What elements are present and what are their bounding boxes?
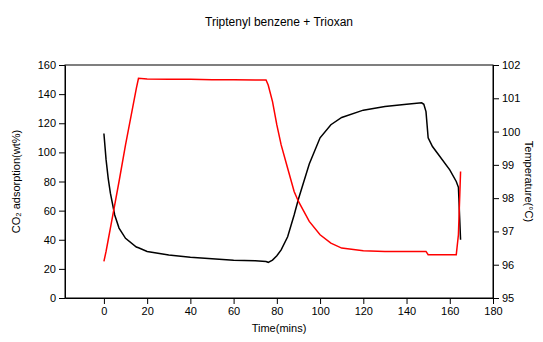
y2-tick-mark <box>493 132 499 133</box>
y2-tick: 102 <box>493 59 520 71</box>
y-tick-mark <box>59 269 65 270</box>
y2-tick: 99 <box>493 159 514 171</box>
x-tick-mark <box>407 298 408 304</box>
x-axis-line <box>66 298 494 299</box>
x-tick-label: 60 <box>228 305 240 317</box>
x-tick: 40 <box>185 298 197 317</box>
y2-tick-label: 95 <box>502 292 514 304</box>
y2-tick-mark <box>493 165 499 166</box>
y-tick: 60 <box>44 205 65 217</box>
y-tick: 100 <box>38 146 65 158</box>
x-tick: 160 <box>441 298 459 317</box>
x-tick-label: 80 <box>271 305 283 317</box>
y2-tick-label: 99 <box>502 159 514 171</box>
y-tick-mark <box>59 94 65 95</box>
y-tick-mark <box>59 240 65 241</box>
y-tick-label: 80 <box>44 176 56 188</box>
y2-tick: 101 <box>493 92 520 104</box>
x-tick: 80 <box>271 298 283 317</box>
y-axis-line <box>65 66 66 299</box>
x-tick: 60 <box>228 298 240 317</box>
y2-tick-label: 101 <box>502 92 520 104</box>
x-tick-mark <box>147 298 148 304</box>
x-tick: 140 <box>398 298 416 317</box>
y2-tick-mark <box>493 298 499 299</box>
y-tick-label: 20 <box>44 263 56 275</box>
y2-axis-title: Temperature(°C) <box>523 141 535 222</box>
x-tick: 20 <box>142 298 154 317</box>
y-tick-mark <box>59 152 65 153</box>
y2-tick: 98 <box>493 192 514 204</box>
y2-tick-mark <box>493 98 499 99</box>
y-tick: 140 <box>38 88 65 100</box>
y-tick-label: 100 <box>38 146 56 158</box>
x-tick: 120 <box>355 298 373 317</box>
y2-tick-label: 102 <box>502 59 520 71</box>
y-tick: 80 <box>44 176 65 188</box>
y2-tick-mark <box>493 65 499 66</box>
x-tick-label: 160 <box>441 305 459 317</box>
plot: 0 20 40 60 80 100 120 140 160 180 0 20 40 60 80 100 120 1… <box>38 59 521 317</box>
y-tick-mark <box>59 65 65 66</box>
title: Triptenyl benzene + Trioxan <box>205 15 353 29</box>
x-tick-label: 140 <box>398 305 416 317</box>
x-axis-title: Time(mins) <box>252 322 307 334</box>
y2-axis: 95 96 97 98 99 100 101 102 <box>493 59 520 304</box>
y2-axis-line <box>493 66 494 299</box>
x-tick-mark <box>234 298 235 304</box>
y2-tick: 97 <box>493 225 514 237</box>
y-tick-label: 160 <box>38 59 56 71</box>
x-tick-label: 40 <box>185 305 197 317</box>
x-tick: 180 <box>484 298 502 317</box>
y2-tick-label: 97 <box>502 225 514 237</box>
y-tick: 120 <box>38 117 65 129</box>
y-tick: 20 <box>44 263 65 275</box>
y2-tick: 96 <box>493 259 514 271</box>
y-tick-label: 0 <box>50 292 56 304</box>
x-axis: 0 20 40 60 80 100 120 140 160 180 <box>66 298 503 317</box>
y-tick: 40 <box>44 234 65 246</box>
y2-tick: 100 <box>493 126 520 138</box>
x-tick: 0 <box>101 298 107 317</box>
series-line <box>104 103 461 262</box>
y2-tick-mark <box>493 231 499 232</box>
y-tick-label: 40 <box>44 234 56 246</box>
x-tick: 100 <box>311 298 329 317</box>
x-tick-mark <box>450 298 451 304</box>
x-tick-mark <box>363 298 364 304</box>
y-tick: 160 <box>38 59 65 71</box>
x-tick-label: 120 <box>355 305 373 317</box>
x-tick-mark <box>190 298 191 304</box>
y-tick-label: 120 <box>38 117 56 129</box>
y2-tick-mark <box>493 265 499 266</box>
x-tick-mark <box>104 298 105 304</box>
x-tick-label: 0 <box>101 305 107 317</box>
y-tick-mark <box>59 298 65 299</box>
y-tick-mark <box>59 123 65 124</box>
plot-frame <box>65 65 493 298</box>
lines <box>104 78 461 262</box>
y-tick-mark <box>59 182 65 183</box>
y-tick: 0 <box>50 292 65 304</box>
y-axis-title: CO₂ adsorption(wt%) <box>10 130 22 233</box>
x-tick-label: 100 <box>311 305 329 317</box>
x-tick-mark <box>277 298 278 304</box>
y-tick-label: 60 <box>44 205 56 217</box>
y2-tick-label: 98 <box>502 192 514 204</box>
y2-tick-label: 100 <box>502 126 520 138</box>
y2-tick-label: 96 <box>502 259 514 271</box>
y-axis: 0 20 40 60 80 100 120 140 160 <box>38 59 66 304</box>
y-tick-mark <box>59 211 65 212</box>
series-line <box>104 78 461 261</box>
x-tick-label: 20 <box>142 305 154 317</box>
y2-tick: 95 <box>493 292 514 304</box>
x-tick-mark <box>320 298 321 304</box>
y2-tick-mark <box>493 198 499 199</box>
x-tick-label: 180 <box>484 305 502 317</box>
chart: 0 20 40 60 80 100 120 140 160 180 0 20 40 60 80 100 120 1… <box>0 0 543 342</box>
y-tick-label: 140 <box>38 88 56 100</box>
